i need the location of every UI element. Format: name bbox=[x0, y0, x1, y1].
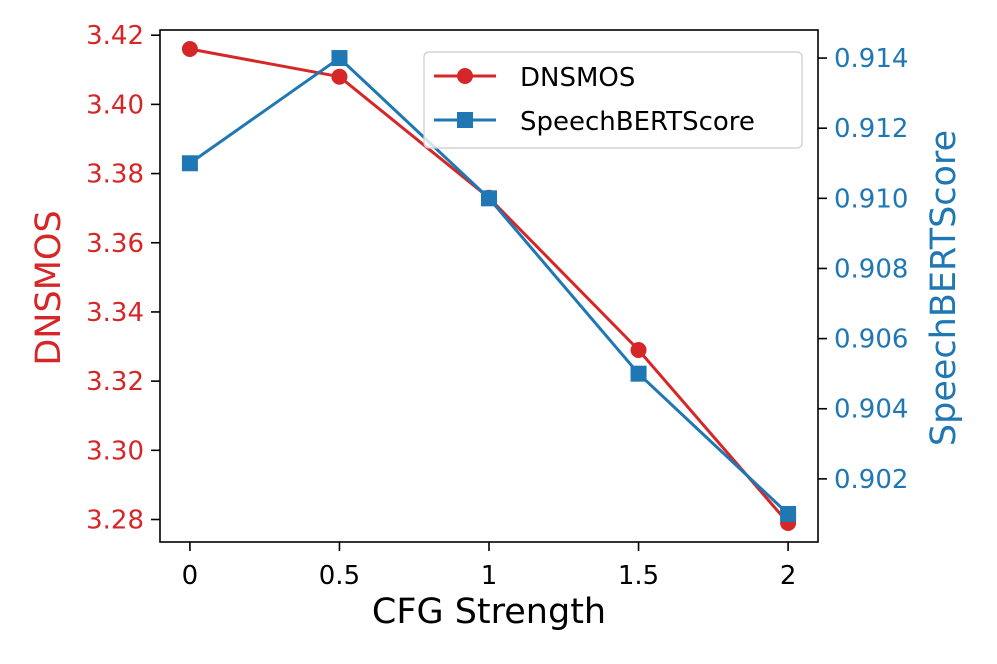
legend: DNSMOS SpeechBERTScore bbox=[423, 51, 803, 149]
y-left-tick-label: 3.38 bbox=[86, 160, 144, 190]
x-tick-label: 0 bbox=[182, 561, 199, 591]
legend-marker-dnsmos bbox=[457, 68, 473, 84]
x-tick-label: 0.5 bbox=[319, 561, 360, 591]
y-left-tick-label: 3.34 bbox=[86, 298, 144, 328]
series-layer bbox=[181, 41, 797, 531]
data-point-speechbertscore bbox=[331, 50, 348, 67]
y-right-tick-label: 0.908 bbox=[834, 254, 908, 284]
plot-frame bbox=[159, 29, 819, 543]
ticks-layer: 0 0.5 1 1.5 2 3.28 3.30 3.32 3.34 3.36 3.38 3.40 3.4… bbox=[86, 21, 908, 591]
y-left-tick-label: 3.28 bbox=[86, 506, 144, 536]
x-axis-label: CFG Strength bbox=[372, 592, 606, 632]
y-left-tick-label: 3.32 bbox=[86, 367, 144, 397]
y-right-tick-label: 0.906 bbox=[834, 325, 908, 355]
y-right-axis-label: SpeechBERTScore bbox=[924, 130, 964, 446]
legend-marker-speechbertscore bbox=[457, 112, 473, 128]
data-point-speechbertscore bbox=[630, 365, 647, 382]
legend-label-speechbertscore: SpeechBERTScore bbox=[520, 107, 755, 137]
y-right-tick-label: 0.910 bbox=[834, 184, 908, 214]
legend-box bbox=[423, 51, 803, 149]
x-tick-label: 2 bbox=[780, 561, 797, 591]
y-right-tick-label: 0.914 bbox=[834, 44, 908, 74]
y-left-tick-label: 3.40 bbox=[86, 90, 144, 120]
y-right-tick-label: 0.902 bbox=[834, 465, 908, 495]
data-point-speechbertscore bbox=[481, 190, 497, 207]
x-tick-label: 1.5 bbox=[618, 561, 659, 591]
legend-label-dnsmos: DNSMOS bbox=[520, 63, 635, 93]
y-left-tick-label: 3.42 bbox=[86, 21, 144, 51]
y-left-tick-label: 3.36 bbox=[86, 229, 144, 259]
data-point-speechbertscore bbox=[780, 505, 797, 522]
data-point-dnsmos bbox=[331, 68, 348, 85]
y-right-tick-label: 0.904 bbox=[834, 395, 908, 425]
y-left-axis-label: DNSMOS bbox=[29, 210, 69, 365]
x-tick-label: 1 bbox=[481, 561, 498, 591]
data-point-dnsmos bbox=[630, 342, 647, 358]
data-point-speechbertscore bbox=[181, 155, 198, 172]
y-right-tick-label: 0.912 bbox=[834, 114, 908, 144]
data-point-dnsmos bbox=[181, 41, 198, 58]
y-left-tick-label: 3.30 bbox=[86, 436, 144, 466]
